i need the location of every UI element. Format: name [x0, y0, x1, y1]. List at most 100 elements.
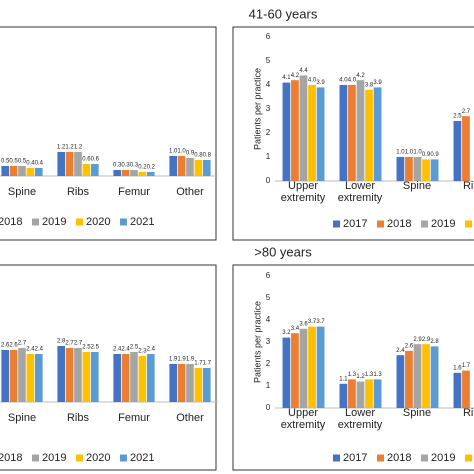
- bar: [113, 354, 121, 402]
- data-label: 2.4: [396, 348, 405, 354]
- bar: [1, 350, 9, 402]
- data-label: 1.0: [177, 149, 186, 155]
- bar: [430, 346, 439, 408]
- legend-label: 2019: [431, 218, 455, 230]
- data-label: 1.1: [339, 376, 348, 382]
- data-label: 2.5: [91, 345, 100, 351]
- legend-swatch: [333, 454, 340, 462]
- data-label: 1.7: [462, 363, 471, 369]
- bar: [147, 172, 155, 176]
- bar: [365, 379, 373, 408]
- x-tick-label: Ribs: [462, 407, 474, 419]
- legend-label: 2020: [86, 216, 110, 228]
- data-label: 0.5: [18, 159, 27, 165]
- x-tick-label: Ribs: [66, 186, 89, 198]
- y-axis-label: Patients per practice: [252, 68, 262, 150]
- data-label: 0.5: [1, 159, 10, 165]
- bar: [348, 85, 356, 181]
- bar: [74, 348, 82, 402]
- x-tick-label: Spine: [402, 180, 432, 192]
- bar: [316, 87, 325, 181]
- bar: [348, 379, 356, 408]
- bar: [138, 356, 147, 402]
- bar: [169, 364, 177, 402]
- data-label: 2.4: [147, 347, 156, 353]
- bar: [35, 354, 43, 402]
- x-tick-label: Lower extremity: [337, 180, 383, 204]
- data-label: 2.5: [130, 345, 139, 351]
- data-label: 0.6: [91, 157, 100, 163]
- bar: [121, 170, 130, 176]
- bar: [405, 350, 413, 408]
- data-label: 4.2: [356, 73, 365, 79]
- bar: [65, 348, 74, 402]
- bar: [422, 159, 430, 181]
- y-tick-label: 2: [266, 359, 271, 368]
- bar: [18, 166, 26, 176]
- bar: [282, 82, 291, 181]
- panel-border: [0, 264, 217, 471]
- data-label: 2.5: [82, 345, 91, 351]
- legend-label: 2018: [0, 452, 22, 464]
- y-tick-label: 0: [266, 403, 271, 412]
- y-tick-label: 2: [266, 128, 271, 137]
- data-label: 0.8: [194, 153, 203, 159]
- data-label: 0.5: [9, 159, 18, 165]
- y-tick-label: 0: [266, 176, 271, 185]
- data-label: 3.4: [291, 326, 300, 332]
- data-label: 2.7: [74, 341, 83, 347]
- legend-swatch: [333, 220, 340, 228]
- legend-swatch: [421, 454, 428, 462]
- chart-title: 41-60 years: [249, 6, 318, 21]
- bar: [291, 80, 299, 181]
- data-label: 2.9: [422, 337, 431, 343]
- legend-label: 2019: [42, 216, 66, 228]
- data-label: 1.7: [203, 361, 212, 367]
- bar: [453, 121, 462, 181]
- data-label: 4.4: [299, 68, 308, 74]
- data-label: 0.3: [121, 163, 130, 169]
- y-tick-label: 1: [266, 381, 271, 390]
- data-label: 0.8: [203, 153, 212, 159]
- bar: [422, 344, 430, 408]
- legend-swatch: [120, 454, 127, 462]
- data-label: 2.7: [65, 341, 74, 347]
- data-label: 4.0: [348, 78, 357, 84]
- data-label: 0.2: [147, 165, 156, 171]
- bar: [194, 160, 203, 176]
- data-label: 2.7: [462, 109, 471, 115]
- data-label: 2.8: [57, 339, 66, 345]
- data-label: 3.2: [282, 330, 291, 336]
- legend-swatch: [76, 454, 83, 462]
- bar: [462, 370, 470, 408]
- y-tick-label: 5: [266, 56, 271, 65]
- bar: [130, 352, 138, 402]
- panel-border: [0, 26, 217, 241]
- data-label: 0.4: [26, 161, 35, 167]
- data-label: 3.7: [316, 319, 325, 325]
- bar: [365, 89, 373, 181]
- legend-label: 2018: [387, 452, 411, 464]
- x-tick-label: Ribs: [66, 412, 89, 424]
- y-tick-label: 6: [266, 271, 271, 280]
- y-tick-label: 3: [266, 337, 271, 346]
- data-label: 0.3: [130, 163, 139, 169]
- data-label: 1.7: [194, 361, 203, 367]
- legend-label: 2017: [343, 218, 367, 230]
- legend-swatch: [32, 218, 39, 226]
- bar: [203, 368, 211, 402]
- bar: [316, 326, 325, 408]
- bar: [339, 85, 348, 181]
- data-label: 1.9: [177, 357, 186, 363]
- legend-swatch: [377, 454, 384, 462]
- bar: [82, 164, 91, 176]
- bar: [113, 170, 121, 176]
- y-axis-label: Patients per practice: [252, 301, 262, 383]
- legend-swatch: [32, 454, 39, 462]
- bar: [396, 355, 405, 408]
- bar: [373, 379, 382, 408]
- y-tick-label: 4: [266, 315, 271, 324]
- bar: [147, 354, 155, 402]
